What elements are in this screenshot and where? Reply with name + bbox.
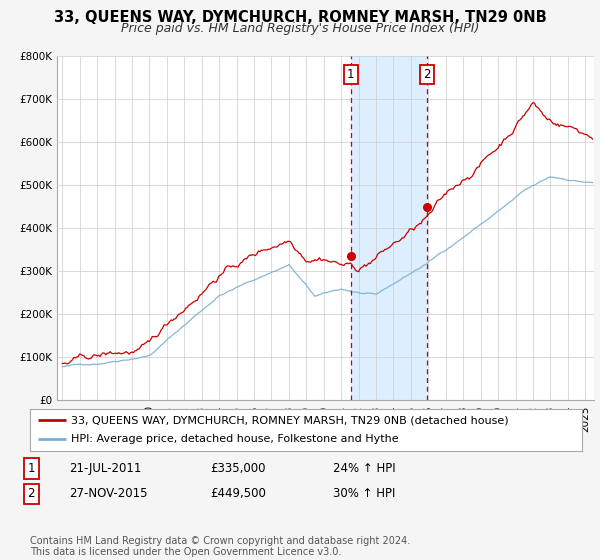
Text: 33, QUEENS WAY, DYMCHURCH, ROMNEY MARSH, TN29 0NB: 33, QUEENS WAY, DYMCHURCH, ROMNEY MARSH,… bbox=[53, 10, 547, 25]
Text: 1: 1 bbox=[28, 462, 35, 475]
Text: 27-NOV-2015: 27-NOV-2015 bbox=[69, 487, 148, 501]
Text: £449,500: £449,500 bbox=[210, 487, 266, 501]
Text: HPI: Average price, detached house, Folkestone and Hythe: HPI: Average price, detached house, Folk… bbox=[71, 435, 399, 445]
Bar bbox=[351, 56, 427, 400]
Text: 2: 2 bbox=[28, 487, 35, 501]
Text: 2: 2 bbox=[423, 68, 431, 81]
Text: Price paid vs. HM Land Registry's House Price Index (HPI): Price paid vs. HM Land Registry's House … bbox=[121, 22, 479, 35]
Text: 1: 1 bbox=[347, 68, 355, 81]
Text: 30% ↑ HPI: 30% ↑ HPI bbox=[333, 487, 395, 501]
Text: Contains HM Land Registry data © Crown copyright and database right 2024.
This d: Contains HM Land Registry data © Crown c… bbox=[30, 535, 410, 557]
Text: 24% ↑ HPI: 24% ↑ HPI bbox=[333, 462, 395, 475]
Text: £335,000: £335,000 bbox=[210, 462, 265, 475]
Text: 33, QUEENS WAY, DYMCHURCH, ROMNEY MARSH, TN29 0NB (detached house): 33, QUEENS WAY, DYMCHURCH, ROMNEY MARSH,… bbox=[71, 415, 509, 425]
Text: 21-JUL-2011: 21-JUL-2011 bbox=[69, 462, 142, 475]
